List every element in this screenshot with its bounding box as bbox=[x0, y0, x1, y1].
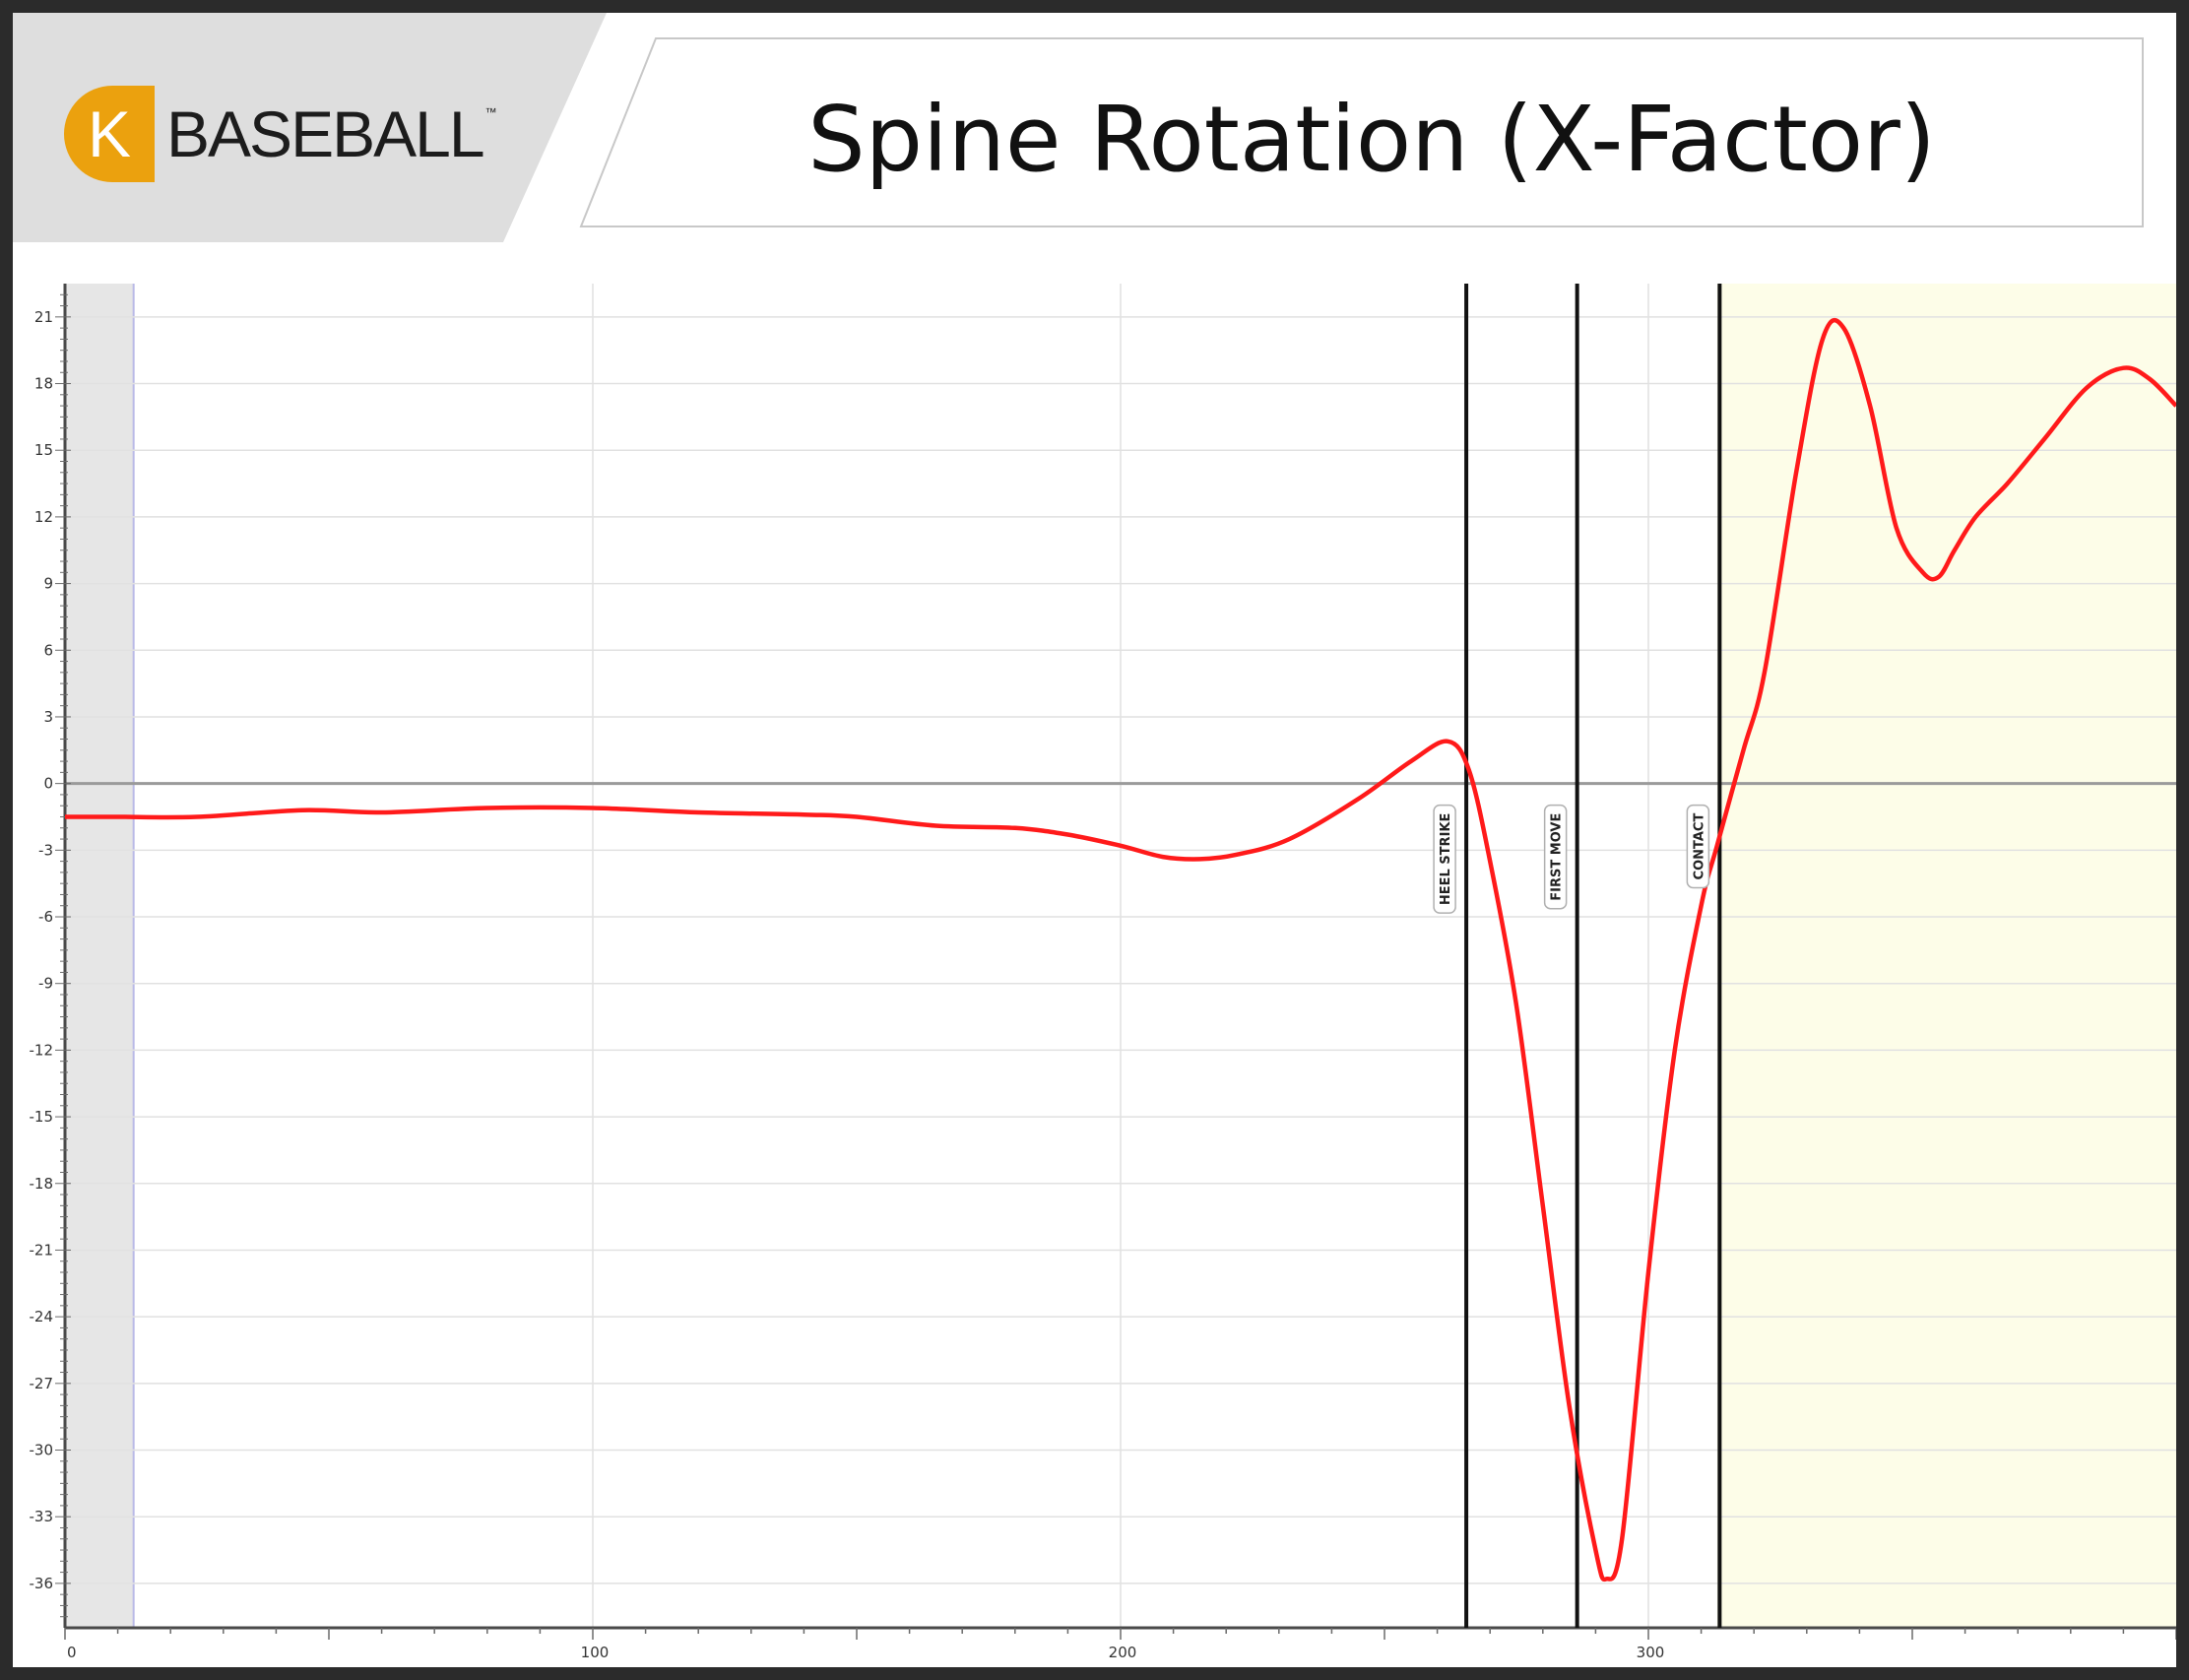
line-chart: 21 18 15 12 9 6 3 0 -3 -6 -9 -12 -15 -18 -21 -24 -27 -30 -… bbox=[30, 284, 2176, 1661]
y-tick-label: 0 bbox=[43, 775, 53, 793]
brand-wordmark: BASEBALL bbox=[166, 97, 485, 170]
chart-frame: K BASEBALL ™ Spine Rotation (X-Factor) 2… bbox=[13, 13, 2176, 1667]
brand-logo: K BASEBALL ™ bbox=[64, 80, 497, 188]
y-tick-label: 6 bbox=[43, 641, 53, 659]
x-tick-label: 0 bbox=[67, 1644, 77, 1661]
x-tick-label: 300 bbox=[1637, 1644, 1665, 1661]
y-tick-label: 18 bbox=[34, 375, 53, 393]
y-tick-label: -36 bbox=[30, 1575, 54, 1592]
x-tick-label: 200 bbox=[1109, 1644, 1137, 1661]
y-tick-label: 12 bbox=[34, 508, 53, 526]
y-tick-label: 21 bbox=[34, 308, 53, 326]
x-tick-label: 100 bbox=[581, 1644, 610, 1661]
y-tick-label: -18 bbox=[30, 1175, 54, 1193]
brand-badge: K bbox=[64, 86, 155, 182]
shaded-region-0 bbox=[65, 284, 134, 1628]
y-tick-label: -30 bbox=[30, 1442, 54, 1459]
y-tick-label: -3 bbox=[38, 841, 53, 859]
chart-title: Spine Rotation (X-Factor) bbox=[807, 86, 1936, 192]
event-label-box bbox=[1686, 804, 1710, 889]
y-tick-label: 3 bbox=[43, 708, 53, 726]
event-label-text: HEEL STRIKE bbox=[1439, 813, 1453, 905]
header-panels bbox=[13, 13, 2144, 242]
event-label-text: CONTACT bbox=[1692, 813, 1706, 880]
header: K BASEBALL ™ Spine Rotation (X-Factor) bbox=[13, 13, 2176, 259]
shaded-region-1 bbox=[1716, 284, 2176, 1628]
series-line-0 bbox=[65, 318, 2176, 1583]
y-tick-label: -9 bbox=[38, 975, 53, 993]
y-tick-label: -12 bbox=[30, 1041, 54, 1059]
y-tick-label: -15 bbox=[30, 1108, 54, 1126]
y-tick-label: -24 bbox=[30, 1308, 54, 1325]
event-label-box bbox=[1433, 804, 1456, 914]
y-tick-label: -33 bbox=[30, 1508, 54, 1525]
event-label-box bbox=[1543, 804, 1568, 910]
event-label-text: FIRST MOVE bbox=[1550, 813, 1565, 901]
y-tick-label: -21 bbox=[30, 1241, 54, 1259]
event-label-first-move: FIRST MOVE bbox=[1543, 804, 1568, 910]
y-tick-label: -27 bbox=[30, 1375, 54, 1392]
event-label-heel-strike: HEEL STRIKE bbox=[1433, 804, 1456, 914]
event-label-contact: CONTACT bbox=[1686, 804, 1710, 889]
y-tick-label: -6 bbox=[38, 908, 53, 926]
y-tick-label: 15 bbox=[34, 441, 53, 459]
brand-trademark: ™ bbox=[484, 105, 497, 119]
y-tick-label: 9 bbox=[43, 575, 53, 593]
